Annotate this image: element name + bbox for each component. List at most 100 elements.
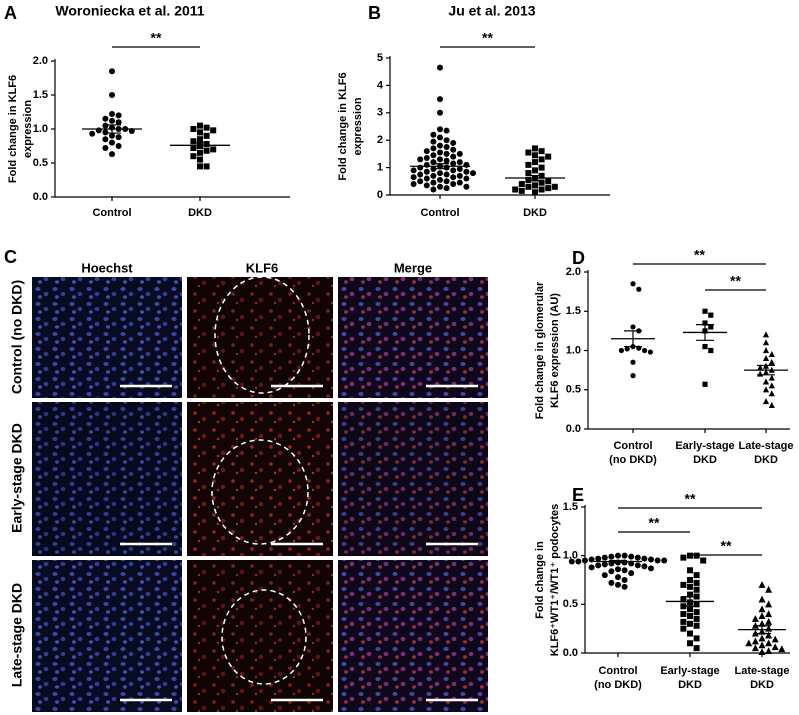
error-bar (526, 174, 544, 182)
data-point (621, 577, 628, 583)
data-point (437, 183, 443, 190)
y-tick-label: 3 (377, 107, 383, 119)
data-point (693, 645, 700, 652)
x-tick-label: DKD (693, 454, 717, 466)
data-point (768, 358, 775, 365)
data-point (197, 163, 203, 170)
data-point (456, 172, 463, 179)
data-point (757, 364, 764, 371)
y-axis-label: expression (22, 100, 34, 158)
data-point (758, 620, 766, 627)
data-point (190, 126, 197, 132)
data-point (641, 555, 648, 562)
data-point (608, 553, 615, 560)
data-point (687, 577, 693, 583)
data-point (588, 556, 595, 563)
data-point (641, 563, 648, 570)
error-bar (753, 625, 771, 635)
micrograph-shade (338, 277, 488, 398)
y-tick-label: 4 (377, 79, 384, 91)
data-point (608, 579, 615, 586)
x-tick-label: (no DKD) (594, 679, 642, 691)
data-point (634, 562, 641, 569)
data-point (463, 183, 470, 190)
data-point (210, 127, 217, 134)
data-point (630, 359, 636, 365)
data-point (430, 145, 437, 152)
x-tick-label: Late-stage (734, 665, 789, 677)
data-point (102, 115, 109, 122)
panel-letter: B (368, 3, 381, 23)
panel-letter: A (4, 3, 17, 23)
significance-label: ** (721, 538, 732, 554)
row-label: Late-stage DKD (9, 583, 25, 687)
x-tick-label: Control (613, 440, 652, 452)
data-point (708, 347, 714, 354)
data-point (758, 612, 766, 620)
row-label: Control (no DKD) (9, 280, 25, 394)
y-tick-label: 0.5 (566, 384, 581, 396)
y-tick-label: 1 (377, 162, 383, 174)
error-bar (681, 595, 699, 607)
error-bar (696, 323, 714, 341)
error-bar (609, 559, 627, 564)
data-point (109, 151, 115, 158)
data-point (437, 109, 443, 116)
data-point (693, 615, 700, 622)
data-point (525, 161, 532, 168)
data-point (443, 150, 450, 157)
data-point (771, 643, 779, 651)
data-point (595, 562, 602, 569)
micrograph-shade (338, 560, 488, 712)
data-point (762, 331, 770, 338)
data-point (762, 378, 770, 385)
data-point (687, 630, 693, 637)
data-point (702, 381, 708, 387)
data-point (687, 613, 693, 620)
data-point (765, 610, 773, 618)
data-point (765, 600, 773, 608)
error-bar (757, 364, 775, 376)
data-point (628, 553, 635, 560)
data-point (190, 153, 197, 160)
data-point (525, 183, 532, 190)
data-point (450, 153, 457, 160)
data-point (423, 175, 430, 182)
data-point (687, 620, 693, 627)
data-point (588, 564, 595, 571)
data-point (601, 572, 608, 579)
data-point (518, 181, 525, 188)
significance-label: ** (649, 515, 660, 531)
glomerulus-outline (214, 276, 310, 394)
axis-line (54, 59, 290, 198)
data-point (762, 398, 770, 405)
data-point (423, 182, 430, 189)
data-point (417, 171, 424, 178)
column-label: Hoechst (81, 260, 133, 275)
data-point (708, 312, 714, 318)
data-point (538, 186, 545, 193)
data-point (210, 146, 217, 153)
data-point (693, 572, 700, 579)
data-point (102, 136, 109, 143)
significance-label: ** (482, 30, 493, 46)
data-point (768, 402, 775, 409)
micrograph (187, 402, 333, 556)
data-point (615, 552, 621, 559)
y-axis-label: expression (352, 97, 364, 155)
data-point (687, 640, 693, 647)
error-bar (431, 163, 449, 170)
data-point (463, 175, 470, 182)
data-point (443, 171, 450, 178)
data-point (109, 139, 115, 146)
micrograph-shade (187, 402, 333, 556)
data-point (601, 554, 608, 561)
data-point (532, 145, 538, 152)
data-point (771, 635, 779, 643)
data-point (687, 567, 693, 574)
x-tick-label: DKD (754, 454, 778, 466)
data-point (680, 625, 687, 632)
data-point (203, 140, 210, 147)
glomerulus-outline (211, 439, 309, 545)
error-bar (103, 124, 121, 134)
